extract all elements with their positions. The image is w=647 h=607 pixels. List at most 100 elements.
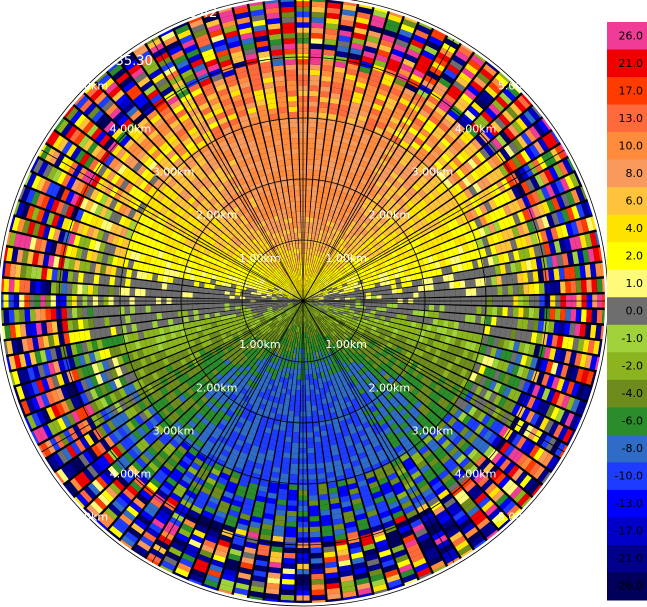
velocity-gate bbox=[348, 312, 355, 316]
velocity-gate bbox=[337, 40, 350, 48]
velocity-gate bbox=[520, 408, 531, 421]
velocity-gate bbox=[352, 250, 359, 257]
velocity-gate bbox=[41, 378, 50, 392]
velocity-gate bbox=[223, 366, 231, 374]
velocity-gate bbox=[341, 215, 348, 223]
velocity-gate bbox=[356, 376, 364, 384]
velocity-gate bbox=[492, 490, 505, 503]
velocity-gate bbox=[413, 304, 419, 310]
velocity-gate bbox=[296, 332, 299, 338]
velocity-gate bbox=[359, 308, 366, 313]
velocity-gate bbox=[197, 421, 207, 430]
velocity-gate bbox=[596, 309, 603, 324]
velocity-gate bbox=[481, 500, 494, 513]
velocity-gate bbox=[321, 376, 327, 383]
velocity-gate bbox=[528, 246, 536, 258]
velocity-gate bbox=[192, 402, 202, 412]
velocity-gate bbox=[535, 332, 543, 345]
velocity-gate bbox=[344, 127, 354, 135]
velocity-gate bbox=[382, 463, 393, 472]
velocity-gate bbox=[156, 489, 169, 500]
velocity-gate bbox=[251, 405, 259, 413]
velocity-gate bbox=[427, 95, 440, 106]
velocity-gate bbox=[574, 323, 581, 337]
velocity-gate bbox=[217, 339, 225, 346]
velocity-gate bbox=[428, 291, 435, 298]
velocity-gate bbox=[337, 339, 343, 345]
velocity-gate bbox=[346, 281, 353, 285]
velocity-gate bbox=[169, 400, 179, 410]
velocity-gate bbox=[177, 562, 192, 573]
velocity-gate bbox=[502, 386, 512, 398]
velocity-gate bbox=[545, 184, 556, 198]
velocity-gate bbox=[87, 482, 101, 496]
velocity-gate bbox=[215, 381, 223, 389]
velocity-gate bbox=[144, 356, 153, 365]
velocity-gate bbox=[373, 318, 380, 324]
velocity-gate bbox=[221, 319, 228, 325]
velocity-gate bbox=[322, 65, 333, 72]
velocity-gate bbox=[357, 71, 370, 79]
velocity-gate bbox=[255, 359, 262, 366]
velocity-gate bbox=[66, 370, 75, 383]
velocity-gate bbox=[581, 385, 591, 400]
velocity-gate bbox=[333, 459, 342, 467]
velocity-gate bbox=[178, 460, 190, 470]
velocity-gate bbox=[284, 441, 292, 448]
velocity-gate bbox=[383, 414, 393, 422]
velocity-gate bbox=[371, 325, 378, 331]
velocity-gate bbox=[331, 367, 337, 374]
velocity-gate bbox=[502, 307, 508, 317]
velocity-gate bbox=[313, 170, 320, 176]
velocity-gate bbox=[347, 283, 354, 288]
velocity-gate bbox=[113, 390, 123, 401]
velocity-gate bbox=[373, 444, 383, 453]
velocity-gate bbox=[420, 218, 429, 227]
velocity-gate bbox=[323, 296, 330, 299]
velocity-gate bbox=[327, 289, 333, 293]
velocity-gate bbox=[175, 360, 183, 369]
velocity-gate bbox=[309, 521, 320, 527]
velocity-gate bbox=[338, 244, 345, 251]
velocity-gate bbox=[473, 76, 487, 89]
velocity-gate bbox=[468, 406, 478, 417]
velocity-gate bbox=[231, 317, 238, 322]
velocity-gate bbox=[386, 162, 395, 171]
velocity-gate bbox=[502, 110, 515, 123]
velocity-gate bbox=[195, 364, 204, 373]
velocity-gate bbox=[510, 262, 517, 273]
velocity-gate bbox=[367, 333, 375, 339]
velocity-gate bbox=[437, 319, 444, 327]
velocity-gate bbox=[198, 348, 206, 356]
velocity-gate bbox=[381, 244, 388, 252]
velocity-gate bbox=[311, 405, 317, 412]
velocity-gate bbox=[125, 420, 136, 432]
velocity-gate bbox=[443, 93, 456, 105]
velocity-gate bbox=[505, 106, 519, 120]
velocity-gate bbox=[389, 116, 401, 125]
velocity-gate bbox=[131, 351, 140, 360]
velocity-gate bbox=[61, 447, 73, 461]
velocity-gate bbox=[315, 329, 319, 335]
velocity-gate bbox=[372, 9, 387, 19]
velocity-gate bbox=[368, 221, 376, 229]
velocity-gate bbox=[451, 420, 461, 431]
velocity-gate bbox=[425, 119, 437, 130]
velocity-gate bbox=[448, 446, 459, 457]
velocity-gate bbox=[507, 215, 516, 227]
velocity-gate bbox=[305, 280, 308, 286]
velocity-gate bbox=[242, 502, 254, 511]
velocity-gate bbox=[339, 297, 345, 300]
velocity-gate bbox=[539, 417, 550, 431]
velocity-gate bbox=[385, 312, 392, 317]
velocity-gate bbox=[312, 319, 316, 325]
velocity-gate bbox=[319, 285, 325, 289]
velocity-gate bbox=[340, 403, 347, 410]
velocity-gate bbox=[343, 160, 352, 167]
velocity-gate bbox=[341, 500, 352, 508]
velocity-gate bbox=[144, 338, 152, 347]
velocity-gate bbox=[312, 304, 319, 307]
velocity-gate bbox=[395, 430, 405, 440]
velocity-gate bbox=[302, 301, 303, 307]
